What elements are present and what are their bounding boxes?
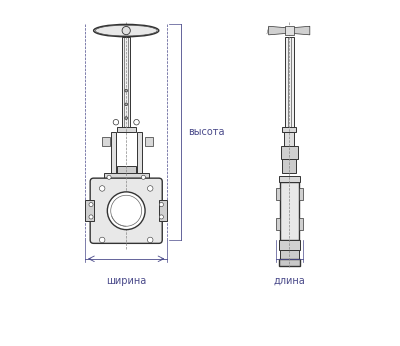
Circle shape [134,119,139,125]
Bar [285,37,294,132]
Circle shape [159,202,164,207]
Bar [124,37,128,132]
Text: ширина: ширина [106,276,146,286]
Circle shape [148,237,153,243]
Bar [159,200,167,221]
Polygon shape [269,26,288,35]
Bar [299,189,303,200]
Bar [280,250,299,259]
Circle shape [100,237,105,243]
Circle shape [100,186,105,191]
Circle shape [141,175,146,179]
Bar [104,173,148,182]
Bar [276,218,280,230]
Bar [285,26,294,35]
Bar [284,132,294,146]
Circle shape [89,215,93,219]
Bar [102,137,110,146]
Bar [117,127,136,132]
FancyBboxPatch shape [90,178,162,243]
Bar [145,137,153,146]
Circle shape [113,119,119,125]
Bar [117,166,136,173]
Bar [282,127,296,132]
Bar [299,218,303,230]
Bar [136,132,142,173]
Bar [282,159,296,173]
Circle shape [111,195,142,226]
Circle shape [107,175,111,179]
Bar [85,200,94,221]
Circle shape [125,117,128,119]
Circle shape [125,103,128,106]
Bar [281,146,298,159]
Bar [279,240,300,250]
Text: высота: высота [188,127,224,137]
Bar [279,259,300,266]
Circle shape [107,192,145,230]
Circle shape [89,202,93,207]
Polygon shape [291,26,310,35]
Circle shape [125,89,128,92]
Ellipse shape [94,24,159,37]
Circle shape [148,186,153,191]
Bar [279,176,300,182]
Text: длина: длина [273,276,305,286]
Circle shape [122,26,130,35]
Circle shape [159,215,164,219]
Bar [111,132,116,173]
Bar [276,189,280,200]
Bar [122,37,130,132]
Bar [280,182,299,240]
